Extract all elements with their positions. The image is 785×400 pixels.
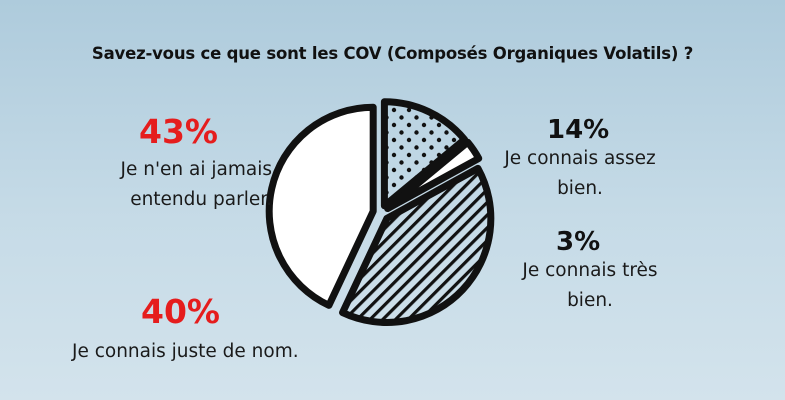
slice-label-text-40: Je connais juste de nom. — [72, 337, 299, 367]
chart-title: Savez-vous ce que sont les COV (Composés… — [91, 44, 694, 63]
slice-label-text-3: Je connais très bien. — [505, 256, 675, 316]
pie-slice-3 — [384, 138, 483, 213]
pie-slice-43 — [265, 103, 377, 309]
slice-14-line2: bien. — [557, 178, 603, 199]
slice-label-value-43: 43% — [139, 112, 218, 151]
slice-43-line1: Je n'en ai jamais — [120, 159, 273, 180]
slice-3-line1: Je connais très — [522, 260, 658, 281]
pie-slice-14 — [380, 98, 469, 210]
pie-slice-40 — [339, 164, 495, 326]
slice-3-line2: bien. — [567, 290, 613, 311]
slice-label-value-40: 40% — [141, 292, 220, 331]
slice-43-line2: entendu parler. — [130, 189, 272, 210]
slice-label-text-43: Je n'en ai jamais entendu parler. — [121, 155, 273, 215]
slice-40-line1: Je connais juste de nom. — [72, 341, 299, 362]
slice-label-value-14: 14% — [547, 115, 610, 145]
slice-14-line1: Je connais assez — [504, 148, 656, 169]
slice-label-text-14: Je connais assez bien. — [490, 144, 670, 204]
slice-label-value-3: 3% — [556, 227, 601, 257]
